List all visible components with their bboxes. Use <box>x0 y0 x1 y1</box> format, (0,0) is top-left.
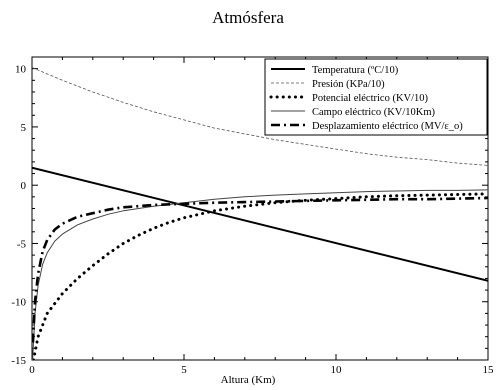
y-tick-label: -5 <box>17 238 27 250</box>
x-tick-label: 0 <box>29 364 35 376</box>
legend-label: Desplazamiento eléctrico (MV/ε_o) <box>312 121 463 132</box>
series-line-1 <box>32 166 488 282</box>
series-line-5 <box>32 196 488 343</box>
y-tick-label: -10 <box>11 297 26 309</box>
y-tick-label: 0 <box>21 180 27 192</box>
x-tick-label: 5 <box>181 364 187 376</box>
x-axis-label: Altura (Km) <box>220 374 276 386</box>
y-tick-label: -15 <box>11 355 26 367</box>
legend-label: Presión (KPa/10) <box>312 79 385 90</box>
series-line-2 <box>32 67 488 166</box>
legend-label: Temperatura (ºC/10) <box>312 65 399 76</box>
y-tick-label: 5 <box>21 122 27 134</box>
y-tick-label: 10 <box>15 64 27 76</box>
x-tick-label: 10 <box>331 364 343 376</box>
series-line-4 <box>32 189 488 360</box>
x-tick-label: 15 <box>483 364 495 376</box>
series-line-3 <box>32 192 488 360</box>
legend-label: Campo eléctrico (KV/10Km) <box>312 107 436 118</box>
legend-label: Potencial eléctrico (KV/10) <box>312 93 429 104</box>
chart-title: Atmósfera <box>212 8 284 27</box>
